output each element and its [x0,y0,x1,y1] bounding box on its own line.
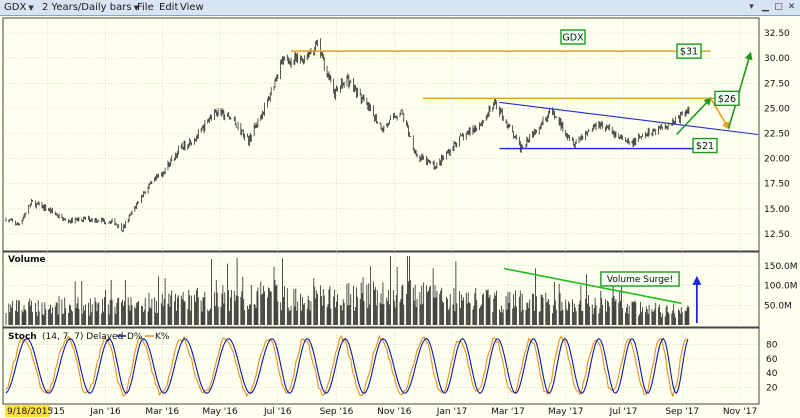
minimize-icon[interactable]: ▁ [762,2,769,12]
volume-bars [5,255,690,325]
price-target-label: $31 [680,47,698,58]
stoch-k-line [5,334,688,398]
x-tick-label: May '17 [548,407,583,417]
close-icon[interactable]: ✕ [787,2,796,12]
menu-view[interactable]: View [180,2,204,13]
price-tick-label: 32.50 [764,29,790,39]
stoch-panel-title: Stoch [8,332,37,342]
stoch-tick-label: 20 [766,384,778,394]
volume-tick-label: 100.0M [764,282,798,292]
price-tick-label: 22.50 [764,129,790,139]
start-date-label: 9/18/2015 [7,407,53,417]
x-tick-label: Sep '17 [665,407,699,417]
maximize-icon[interactable]: □ [774,2,783,12]
stoch-tick-label: 40 [766,369,778,379]
menu-edit[interactable]: Edit [159,2,179,13]
price-panel-frame [2,17,760,252]
x-tick-label: Jan '16 [89,407,121,417]
stoch-tick-label: 60 [766,355,778,365]
price-tick-label: 25.00 [764,104,790,114]
volume-panel-title: Volume [8,255,46,265]
start-date-highlight [5,405,50,417]
x-tick-label: Jan '17 [436,407,468,417]
x-tick-label: Jul '17 [609,407,638,417]
price-target-label: $21 [696,141,714,152]
price-candles [5,38,690,233]
volume-panel-frame [2,251,760,328]
x-tick-label: Mar '17 [491,407,525,417]
price-target-label-box [692,137,718,154]
stoch-tick-label: 80 [766,340,778,350]
period-label: 2 Years/Daily bars [42,2,132,13]
price-target-label: $26 [718,94,736,105]
x-tick-label: Nov '16 [377,407,412,417]
x-tick-label: Sep '16 [320,407,354,417]
price-tick-label: 27.50 [764,79,790,89]
symbol-label-box: GDX [562,33,584,44]
chevron-down-icon: ▼ [133,4,139,12]
price-tick-label: 30.00 [764,54,790,64]
x-tick-label: May '16 [202,407,238,417]
period-dropdown[interactable]: 2 Years/Daily bars ▼ [42,0,139,16]
symbol-label-box-box [560,29,586,45]
x-tick-label: Nov '17 [723,407,757,417]
volume-tick-label: 50.0M [764,301,792,311]
menu-file[interactable]: File [137,2,154,13]
volume-surge-box [600,271,680,287]
symbol-dropdown[interactable]: GDX ▼ [4,0,34,16]
chevron-down-icon: ▼ [28,4,34,12]
projection-arrow [675,97,712,136]
price-trendline [499,101,759,136]
x-tick-label: Mar '16 [145,407,179,417]
stoch-params: (14, 7, 7) Delayed [42,332,123,342]
stoch-d-line [5,337,689,395]
legend-d-label: D% [127,332,143,342]
projection-arrow [709,97,730,130]
symbol-label: GDX [4,2,27,13]
price-target-label-box [714,90,740,107]
annotations: $31 $26 $21 GDX Volume Surge! [291,29,759,324]
legend-k-label: K% [155,332,170,342]
volume-trendline [504,267,682,305]
stoch-lines [5,334,689,398]
title-bar: GDX ▼ 2 Years/Daily bars ▼ File Edit View … [0,0,800,16]
price-tick-label: 17.50 [764,180,790,190]
price-tick-label: 12.50 [764,230,790,240]
volume-surge-label: Volume Surge! [607,275,673,285]
x-tick-label: Jul '16 [263,407,292,417]
price-tick-label: 15.00 [764,205,790,215]
volume-tick-label: 150.0M [764,262,798,272]
price-target-label-box [676,43,702,59]
chevron-down-icon[interactable]: ▾ [749,2,754,12]
price-tick-label: 20.00 [764,155,790,165]
grid [6,20,758,402]
stoch-panel-frame [2,327,760,405]
